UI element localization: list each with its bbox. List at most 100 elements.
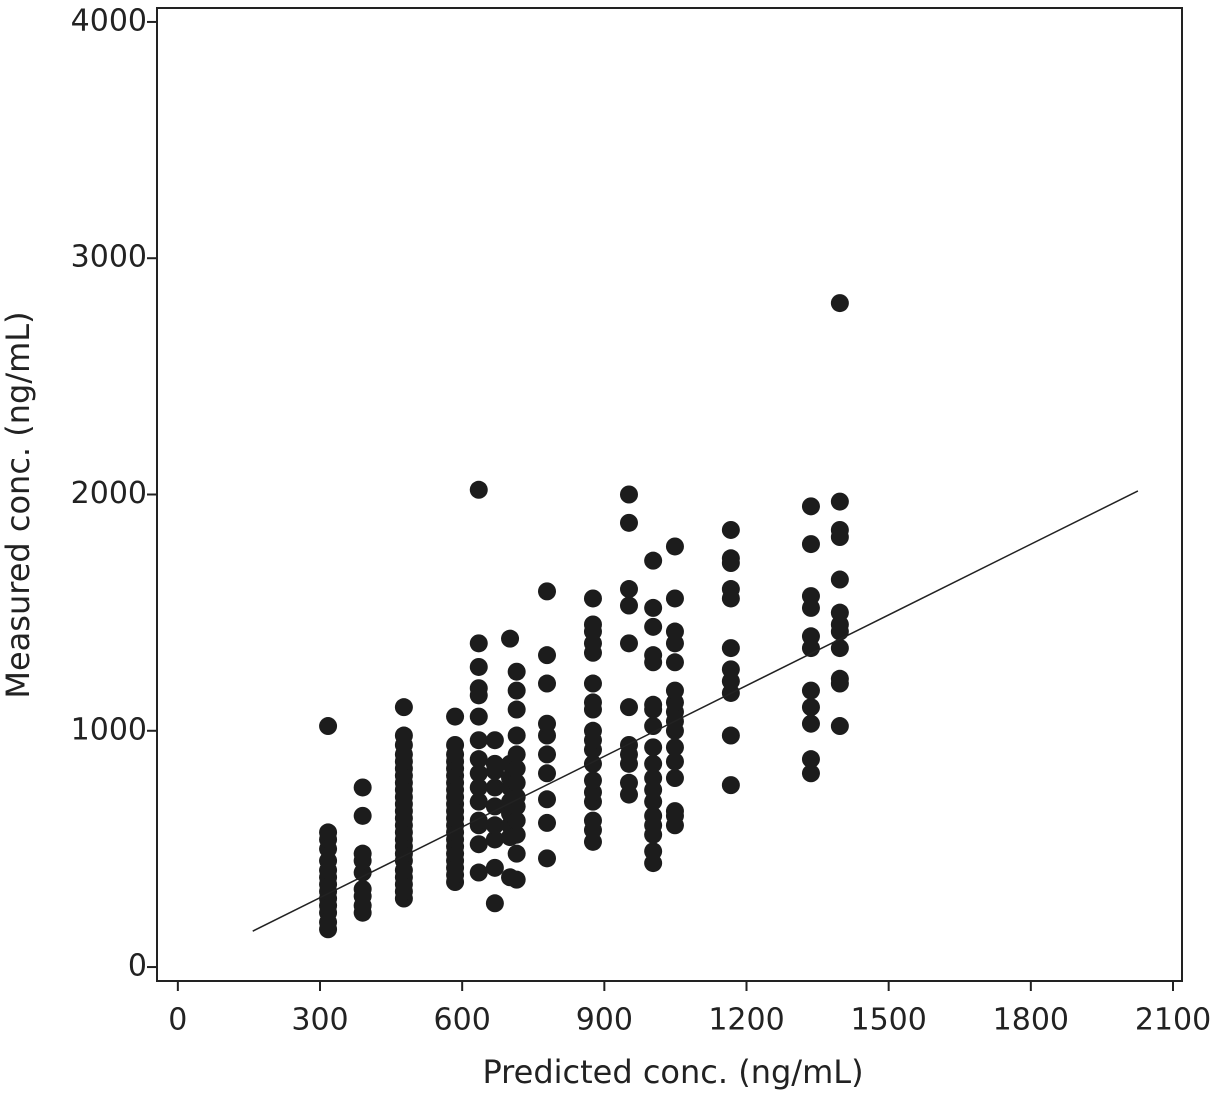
point: [507, 662, 526, 681]
point: [485, 778, 504, 797]
point: [485, 731, 504, 750]
point: [469, 657, 488, 676]
point: [469, 707, 488, 726]
point: [507, 773, 526, 792]
point: [485, 894, 504, 913]
point: [801, 750, 820, 769]
point: [665, 681, 684, 700]
point: [830, 520, 849, 539]
point: [485, 797, 504, 816]
point: [801, 698, 820, 717]
x-tick-label: 1200: [708, 1003, 784, 1038]
point: [619, 485, 638, 504]
point: [469, 480, 488, 499]
point: [501, 629, 520, 648]
point: [830, 570, 849, 589]
point: [721, 639, 740, 658]
point: [665, 769, 684, 788]
point: [469, 634, 488, 653]
point: [319, 717, 338, 736]
point: [721, 726, 740, 745]
point: [538, 764, 557, 783]
y-tick-label: 1000: [71, 712, 147, 747]
point: [469, 731, 488, 750]
point: [538, 813, 557, 832]
point: [394, 698, 413, 717]
point: [619, 773, 638, 792]
point: [830, 603, 849, 622]
point: [507, 844, 526, 863]
point: [619, 596, 638, 615]
point: [583, 615, 602, 634]
point: [721, 776, 740, 795]
point: [644, 551, 663, 570]
point: [485, 830, 504, 849]
point: [538, 849, 557, 868]
point: [665, 537, 684, 556]
point: [469, 778, 488, 797]
point: [507, 759, 526, 778]
x-tick-label: 2100: [1135, 1003, 1211, 1038]
point: [353, 844, 372, 863]
x-tick-label: 0: [168, 1003, 187, 1038]
point: [801, 535, 820, 554]
point: [583, 811, 602, 830]
point: [665, 622, 684, 641]
point: [353, 806, 372, 825]
point: [721, 520, 740, 539]
point: [665, 738, 684, 757]
point: [619, 580, 638, 599]
point: [801, 764, 820, 783]
point: [507, 726, 526, 745]
point: [619, 634, 638, 653]
x-tick-label: 300: [291, 1003, 348, 1038]
point: [469, 750, 488, 769]
point: [469, 764, 488, 783]
y-tick-label: 0: [128, 949, 147, 984]
point: [801, 587, 820, 606]
y-tick-label: 3000: [71, 240, 147, 275]
x-tick-label: 900: [576, 1003, 633, 1038]
point: [619, 513, 638, 532]
point: [665, 653, 684, 672]
point: [446, 707, 465, 726]
point: [507, 825, 526, 844]
point: [721, 549, 740, 568]
point: [583, 721, 602, 740]
point: [538, 714, 557, 733]
point: [485, 754, 504, 773]
point: [721, 660, 740, 679]
point: [665, 752, 684, 771]
x-tick-label: 600: [434, 1003, 491, 1038]
point: [485, 816, 504, 835]
point: [721, 580, 740, 599]
point: [619, 735, 638, 754]
y-tick-label: 2000: [71, 476, 147, 511]
point: [644, 646, 663, 665]
x-tick-label: 1800: [993, 1003, 1069, 1038]
point: [801, 714, 820, 733]
point: [644, 842, 663, 861]
point: [830, 492, 849, 511]
point: [583, 674, 602, 693]
point: [507, 870, 526, 889]
x-tick-label: 1500: [850, 1003, 926, 1038]
y-axis-label: Measured conc. (ng/mL): [0, 311, 37, 698]
point: [353, 880, 372, 899]
point: [830, 717, 849, 736]
point: [507, 811, 526, 830]
point: [644, 598, 663, 617]
point: [583, 693, 602, 712]
point: [830, 639, 849, 658]
point: [619, 698, 638, 717]
point: [583, 771, 602, 790]
point: [538, 646, 557, 665]
point: [665, 802, 684, 821]
point: [507, 745, 526, 764]
point: [538, 582, 557, 601]
point: [644, 695, 663, 714]
point: [644, 769, 663, 788]
point: [469, 792, 488, 811]
point: [644, 738, 663, 757]
